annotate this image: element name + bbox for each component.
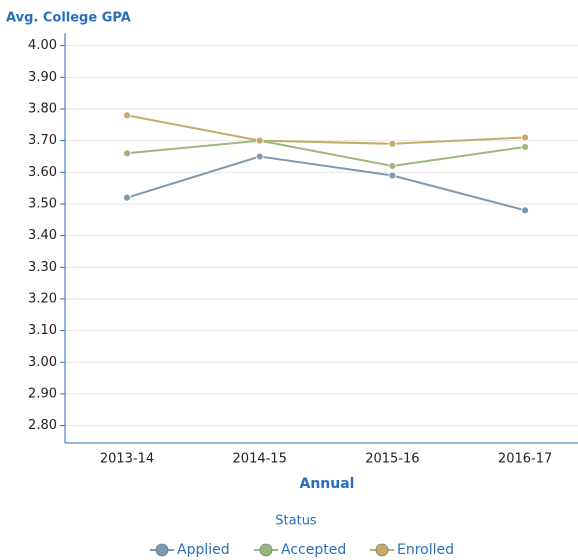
legend-marker	[259, 543, 273, 557]
data-point	[521, 143, 529, 151]
data-point	[123, 149, 131, 158]
x-axis-title: Annual	[300, 476, 355, 492]
legend-label: Applied	[177, 542, 230, 558]
data-point	[521, 133, 529, 142]
y-tick-label: 3.20	[28, 291, 57, 306]
data-point	[123, 111, 131, 120]
legend-title: Status	[275, 514, 317, 529]
chart-title: Avg. College GPA	[6, 11, 131, 26]
y-tick-label: 3.80	[28, 101, 57, 116]
x-tick-label: 2014-15	[233, 452, 287, 467]
y-tick-label: 2.80	[28, 418, 57, 433]
x-tick-label: 2015-16	[365, 452, 419, 467]
x-tick-label: 2016-17	[498, 452, 552, 467]
data-point	[255, 152, 264, 161]
y-tick-label: 4.00	[28, 38, 57, 53]
legend-label: Accepted	[281, 542, 346, 558]
y-tick-label: 3.60	[28, 165, 57, 180]
y-tick-label: 3.10	[28, 323, 57, 338]
y-tick-label: 3.90	[28, 70, 57, 85]
data-point	[388, 171, 397, 180]
y-tick-label: 2.90	[28, 386, 57, 401]
legend-marker	[375, 543, 389, 557]
data-point	[123, 193, 131, 202]
y-tick-label: 3.30	[28, 260, 57, 275]
y-tick-label: 3.40	[28, 228, 57, 243]
legend-label: Enrolled	[397, 542, 454, 558]
data-point	[255, 136, 264, 145]
data-point	[521, 206, 529, 215]
legend-marker	[155, 543, 169, 557]
data-point	[388, 139, 397, 148]
series-line	[126, 114, 526, 145]
y-tick-label: 3.50	[28, 196, 57, 211]
x-tick-label: 2013-14	[100, 452, 154, 467]
series-line	[126, 139, 526, 167]
data-point	[388, 162, 397, 170]
y-tick-label: 3.00	[28, 355, 57, 370]
y-tick-label: 3.70	[28, 133, 57, 148]
series-line	[126, 155, 526, 212]
